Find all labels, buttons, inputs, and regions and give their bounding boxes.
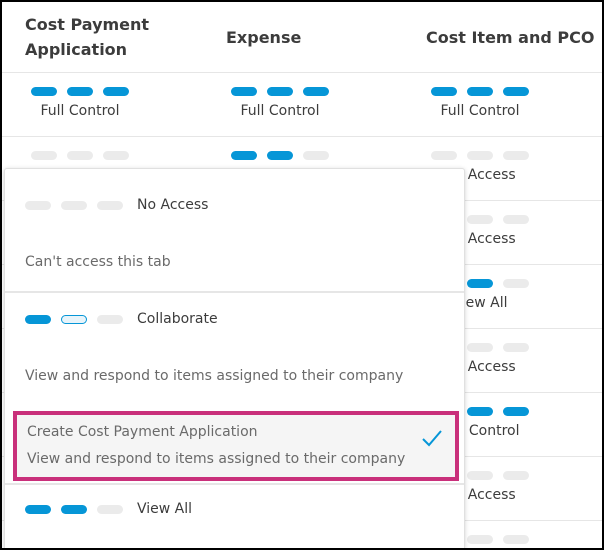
level-bar [467,343,493,352]
level-bar [467,471,493,480]
permission-level-indicator [428,151,532,160]
option-label: Collaborate [137,311,218,327]
option-view-all[interactable]: View All [5,483,464,545]
level-bar [503,343,529,352]
level-bar [231,87,257,96]
permission-cell[interactable]: Full Control [228,87,332,119]
level-bar [503,87,529,96]
permission-label: Full Control [440,103,520,119]
permission-cell[interactable]: Full Control [28,87,132,119]
level-bar [467,87,493,96]
level-bar [431,87,457,96]
level-bar [467,215,493,224]
level-bar [503,471,529,480]
permission-label: Full Control [240,103,320,119]
option-label: View All [137,501,193,517]
permission-label: View All [452,295,508,311]
sub-option-create-cost-payment-application[interactable]: Create Cost Payment Application View and… [13,411,459,481]
level-bar [503,535,529,544]
level-bar [31,151,57,160]
permission-level-indicator [28,87,132,96]
level-bar [67,151,93,160]
level-bar [503,215,529,224]
table-row: Full Control Full Control Full Control [2,72,602,136]
level-bar [103,87,129,96]
level-bar [303,151,329,160]
permission-level-indicator [228,87,332,96]
level-bar [467,151,493,160]
level-bar [31,87,57,96]
permission-label: Full Control [40,103,120,119]
permission-cell[interactable]: Full Control [428,87,532,119]
permission-level-indicator [428,87,532,96]
level-bar [431,151,457,160]
level-bar [67,87,93,96]
option-collaborate[interactable]: Collaborate View and respond to items as… [5,293,464,413]
permission-level-indicator [25,504,123,514]
level-bar [103,151,129,160]
permission-level-indicator [25,200,123,210]
permission-level-indicator [28,151,132,160]
permission-level-indicator [25,314,123,324]
level-bar [467,279,493,288]
checkmark-icon [422,430,442,447]
permission-level-indicator [228,151,332,160]
option-description: View and respond to items assigned to th… [27,451,406,467]
level-bar [503,407,529,416]
option-description: Can't access this tab [25,254,171,270]
permission-cell[interactable] [228,151,332,160]
level-bar [467,407,493,416]
option-description: View and respond to items assigned to th… [25,368,404,384]
option-label: Create Cost Payment Application [27,424,258,440]
permission-dropdown: No Access Can't access this tab Collabor… [4,168,465,548]
column-header: Cost Item and PCO [426,27,595,47]
column-header: Expense [226,27,302,47]
level-bar [503,279,529,288]
level-bar [303,87,329,96]
column-header: Cost Payment Application [25,15,150,59]
level-bar [231,151,257,160]
level-bar [503,151,529,160]
option-no-access[interactable]: No Access Can't access this tab [5,169,464,293]
level-bar [467,535,493,544]
permission-cell[interactable] [28,151,132,160]
level-bar [267,87,293,96]
level-bar [267,151,293,160]
option-label: No Access [137,197,209,213]
